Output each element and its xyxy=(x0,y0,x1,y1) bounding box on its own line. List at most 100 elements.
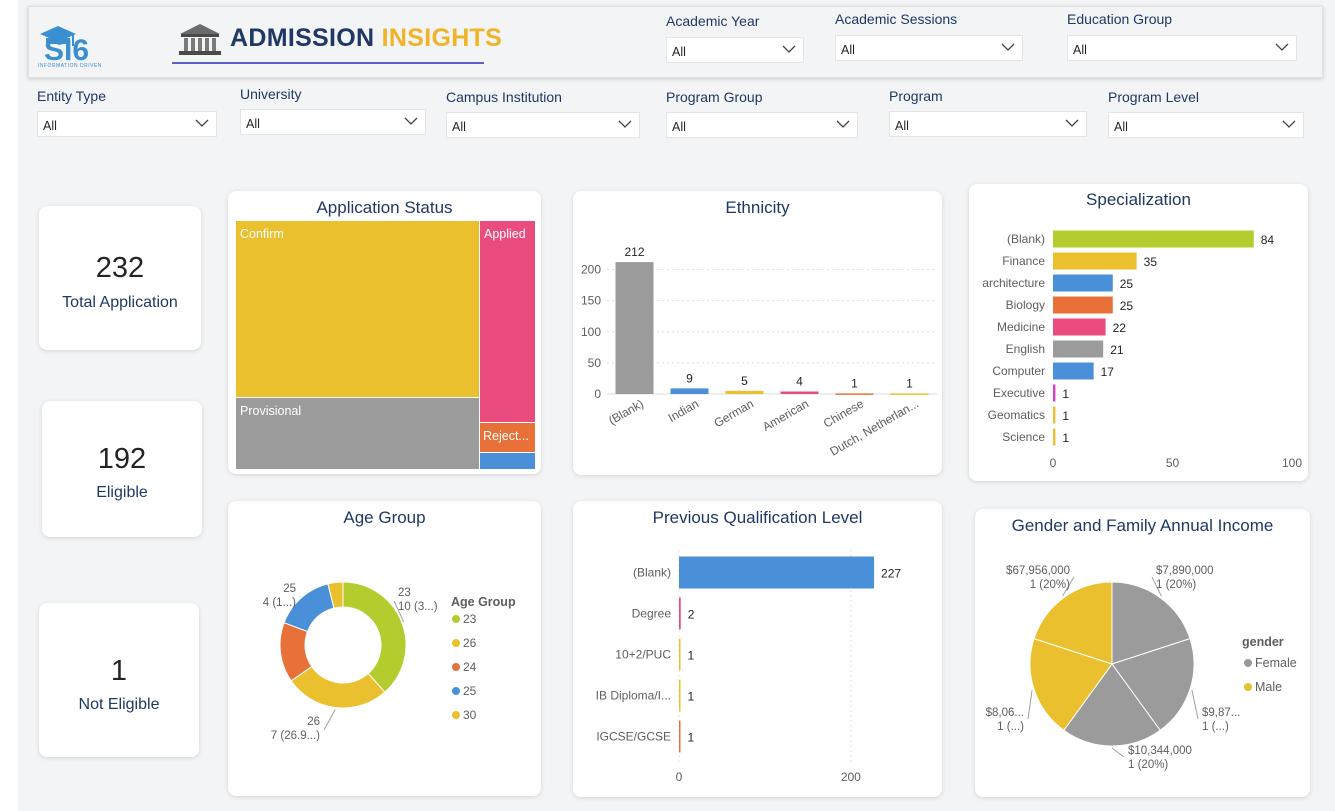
bar-computer[interactable] xyxy=(1053,362,1094,380)
y-tick-label: architecture xyxy=(982,276,1045,290)
data-label: 1 xyxy=(688,731,695,745)
treemap-tile-confirm[interactable] xyxy=(236,221,479,397)
slice-value-26: 7 (26.9...) xyxy=(271,730,320,742)
y-tick-label: 10+2/PUC xyxy=(615,648,671,662)
campus-institution-dropdown[interactable]: All xyxy=(446,112,640,138)
logo-tagline: INFORMATION DRIVEN xyxy=(38,63,102,69)
dropdown-value: All xyxy=(1114,120,1128,134)
slicer-university: University All xyxy=(240,86,426,135)
legend-item-30[interactable]: 30 xyxy=(463,708,477,722)
legend-marker-23 xyxy=(452,615,460,623)
building-icon xyxy=(179,24,221,55)
entity-type-dropdown[interactable]: All xyxy=(37,111,217,137)
company-logo: SI6 xyxy=(40,26,89,67)
y-tick-label: Degree xyxy=(632,607,672,621)
bar-blank[interactable] xyxy=(1053,230,1254,248)
specialization-card: Specialization (Blank) 84 Finance 35 archite… xyxy=(969,184,1308,481)
slicer-program-group: Program Group All xyxy=(666,89,858,138)
y-tick-label: IGCSE/GCSE xyxy=(596,730,671,744)
y-tick-label: English xyxy=(1006,342,1045,356)
program-group-dropdown[interactable]: All xyxy=(666,112,858,138)
logo-text: SI6 xyxy=(44,34,89,67)
legend-marker-male xyxy=(1244,683,1252,691)
data-label: 212 xyxy=(624,245,644,259)
slice-value: 1 (20%) xyxy=(1030,579,1070,591)
leader-line xyxy=(323,709,336,731)
y-tick-label: Science xyxy=(1002,430,1045,444)
chevron-down-icon xyxy=(618,120,632,128)
university-dropdown[interactable]: All xyxy=(240,109,426,135)
bar-medicine[interactable] xyxy=(1053,318,1106,336)
education-group-dropdown[interactable]: All xyxy=(1067,35,1297,61)
x-tick-label: 50 xyxy=(1166,456,1180,470)
legend-item-24[interactable]: 24 xyxy=(463,660,477,674)
leader-line xyxy=(1151,576,1162,597)
bar-biology[interactable] xyxy=(1053,296,1113,314)
bar-blank[interactable] xyxy=(679,556,875,589)
legend-item-female[interactable]: Female xyxy=(1255,656,1297,670)
academic-sessions-dropdown[interactable]: All xyxy=(835,35,1023,61)
bar-blank[interactable] xyxy=(615,262,654,394)
bar-dutch-netherlan[interactable] xyxy=(890,393,929,395)
chevron-down-icon xyxy=(1282,120,1296,128)
bar-chinese[interactable] xyxy=(835,393,874,395)
dropdown-value: All xyxy=(672,45,686,59)
bar-degree[interactable] xyxy=(679,597,681,630)
treemap-tile-provisional[interactable] xyxy=(236,398,479,469)
slicer-program: Program All xyxy=(889,88,1087,137)
donut-slice-30[interactable] xyxy=(327,581,344,609)
bar-ib-diploma-i[interactable] xyxy=(679,679,681,712)
slice-value-25: 4 (1...) xyxy=(263,597,296,609)
bar-architecture[interactable] xyxy=(1053,274,1113,292)
kpi-eligible: 192 Eligible xyxy=(42,401,202,537)
pie-slice-female-2[interactable] xyxy=(1063,663,1161,747)
dropdown-value: All xyxy=(895,119,909,133)
x-tick-label: 100 xyxy=(1282,456,1302,470)
legend-item-26[interactable]: 26 xyxy=(463,636,477,650)
bar-science[interactable] xyxy=(1053,428,1056,446)
x-tick-label: 200 xyxy=(841,770,861,784)
specialization-chart: (Blank) 84 Finance 35 architecture 25 Biology 2… xyxy=(982,230,1302,470)
leader-line xyxy=(1191,689,1199,720)
kpi-label: Not Eligible xyxy=(78,696,160,713)
bar-igcse-gcse[interactable] xyxy=(679,720,681,753)
treemap-tile-applied[interactable] xyxy=(480,221,535,422)
bar-american[interactable] xyxy=(780,391,819,394)
slicer-label: Education Group xyxy=(1067,11,1173,27)
slicer-label: Program Level xyxy=(1108,89,1200,105)
pie-slice-male-4[interactable] xyxy=(1033,581,1113,665)
dashboard-title: ADMISSION INSIGHTS xyxy=(230,24,502,53)
pie-slice-female-1[interactable] xyxy=(1111,638,1195,732)
slice-label: $9,87... xyxy=(1202,707,1240,719)
pie-slice-male-3[interactable] xyxy=(1029,638,1113,732)
donut-slice-23[interactable] xyxy=(342,581,407,693)
bar-english[interactable] xyxy=(1053,340,1104,358)
academic-year-dropdown[interactable]: All xyxy=(666,37,804,63)
program-dropdown[interactable]: All xyxy=(889,111,1087,137)
legend-title: gender xyxy=(1242,635,1284,649)
treemap-tile-other[interactable] xyxy=(480,453,535,469)
leader-line xyxy=(1111,747,1125,758)
pie-slice-female-0[interactable] xyxy=(1111,581,1191,665)
data-label: 35 xyxy=(1144,255,1158,269)
bar-10-2-puc[interactable] xyxy=(679,638,681,671)
legend-item-male[interactable]: Male xyxy=(1255,680,1282,694)
program-level-dropdown[interactable]: All xyxy=(1108,112,1304,138)
dropdown-value: All xyxy=(672,120,686,134)
chart-title: Application Status xyxy=(316,198,453,217)
dropdown-value: All xyxy=(1073,43,1087,57)
legend-item-23[interactable]: 23 xyxy=(463,612,477,626)
data-label: 22 xyxy=(1113,321,1127,335)
bar-finance[interactable] xyxy=(1053,252,1137,270)
bar-indian[interactable] xyxy=(670,388,709,394)
slice-label: $67,956,000 xyxy=(1006,565,1070,577)
treemap-tile-rejected[interactable] xyxy=(480,423,535,452)
bar-executive[interactable] xyxy=(1053,384,1056,402)
y-tick-label: Finance xyxy=(1002,254,1045,268)
bar-german[interactable] xyxy=(725,390,764,394)
bar-geomatics[interactable] xyxy=(1053,406,1056,424)
legend-marker-24 xyxy=(452,663,460,671)
y-tick-label: 150 xyxy=(581,294,601,308)
legend-item-25[interactable]: 25 xyxy=(463,684,477,698)
treemap-label-provisional: Provisional xyxy=(240,404,301,418)
